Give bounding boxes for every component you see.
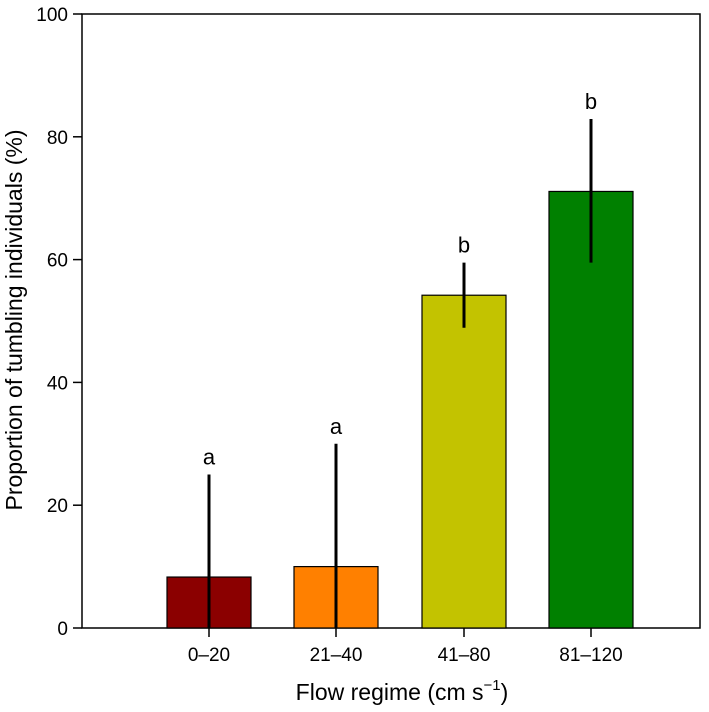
y-tick-label: 0 (57, 619, 68, 640)
significance-letter-4: b (585, 89, 597, 114)
bar-4 (548, 190, 634, 629)
x-tick-label: 21–40 (310, 645, 363, 666)
y-axis: 0 20 40 60 80 100 (36, 5, 82, 640)
x-axis: 0–20 21–40 41–80 81–120 (188, 628, 623, 666)
x-axis-title: Flow regime (cm s−1) (296, 677, 509, 705)
y-tick-label: 40 (47, 373, 68, 394)
significance-letter-1: a (203, 445, 216, 470)
plot-frame (81, 13, 701, 629)
bar-3 (421, 294, 507, 629)
y-tick-label: 100 (36, 5, 68, 26)
plot-area: a a b b (81, 13, 701, 629)
significance-letter-2: a (330, 414, 343, 439)
significance-letter-3: b (458, 233, 470, 258)
y-axis-title: Proportion of tumbling individuals (%) (1, 130, 27, 511)
x-tick-label: 81–120 (559, 645, 622, 666)
y-tick-label: 20 (47, 496, 68, 517)
x-axis-title-main: Flow regime (cm s (296, 679, 484, 705)
y-tick-label: 60 (47, 251, 68, 272)
x-axis-title-superscript: −1 (484, 677, 501, 694)
x-tick-label: 0–20 (188, 645, 230, 666)
x-axis-title-close: ) (501, 679, 509, 705)
x-tick-label: 41–80 (438, 645, 491, 666)
y-tick-label: 80 (47, 128, 68, 149)
